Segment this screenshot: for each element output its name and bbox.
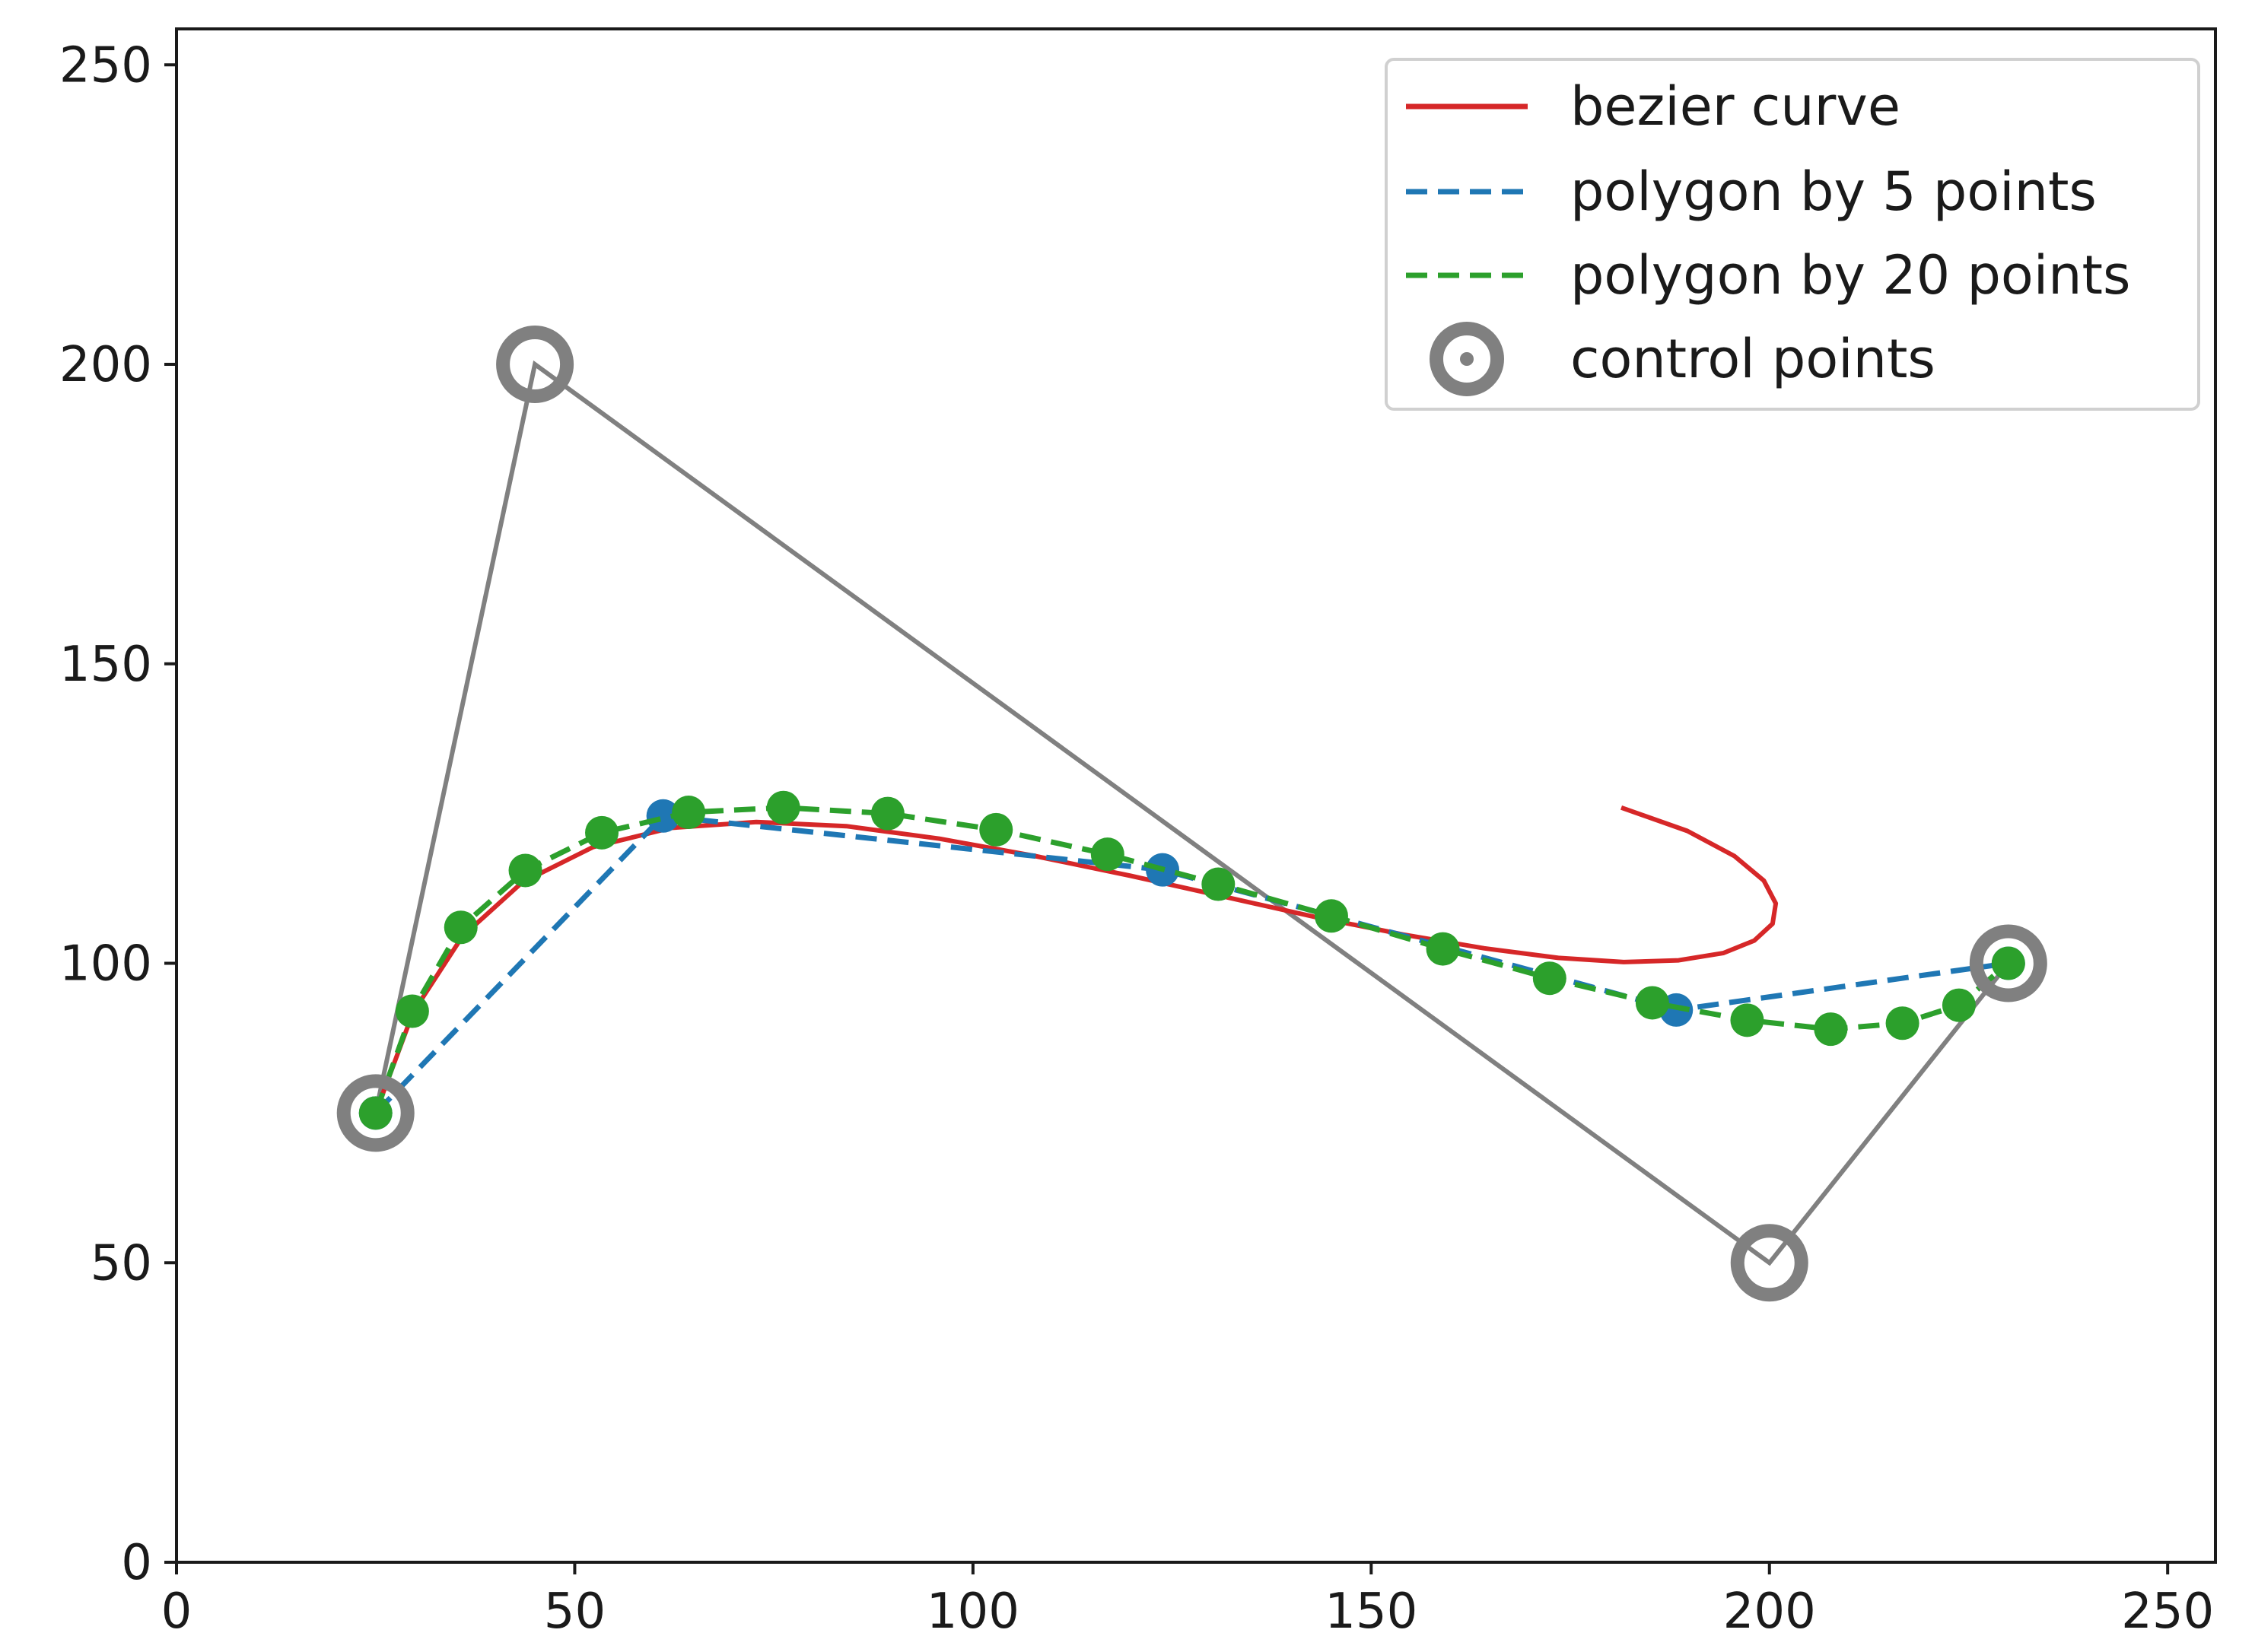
polygon-20-point: [585, 815, 619, 850]
polygon-20-point: [1942, 988, 1976, 1022]
polygon-20-point: [766, 790, 800, 824]
polygon-20-point: [1090, 837, 1124, 872]
y-tick-label: 250: [59, 37, 152, 94]
polygon-20-point: [1201, 867, 1236, 901]
legend-handle-control-points: [1430, 322, 1504, 396]
y-tick-label: 0: [121, 1535, 152, 1591]
y-tick-label: 200: [59, 337, 152, 393]
polygon-20-point: [508, 853, 542, 888]
legend: bezier curve polygon by 5 points polygon b…: [1385, 58, 2200, 411]
control-polygon-line: [373, 360, 2011, 1266]
legend-label: bezier curve: [1570, 75, 1900, 138]
legend-handle-control-dot: [1460, 352, 1474, 366]
y-tick-label: 50: [91, 1235, 152, 1291]
polygon-20-point: [979, 812, 1013, 847]
x-tick-label: 150: [1325, 1584, 1417, 1640]
polygon-20-point: [870, 796, 905, 831]
polygon-20-point: [1991, 946, 2025, 980]
polygon-5-point: [646, 799, 680, 833]
polygon-20-point: [672, 796, 706, 830]
polygon-20-point: [1885, 1006, 1919, 1040]
legend-label: polygon by 5 points: [1570, 160, 2097, 223]
polygon-20-point: [1635, 986, 1669, 1020]
plot-area: [336, 326, 2047, 1302]
control-point-marker: [336, 1074, 415, 1152]
y-tick-label: 100: [59, 936, 152, 993]
bezier-curve-line: [373, 805, 1779, 1114]
legend-label: control points: [1570, 328, 1935, 390]
polygon-20-point: [1532, 961, 1566, 996]
polygon-20-point: [1814, 1012, 1848, 1047]
x-tick-label: 100: [927, 1584, 1019, 1640]
legend-label: polygon by 20 points: [1570, 244, 2130, 307]
polygon-20-point: [358, 1096, 393, 1130]
x-tick-label: 200: [1723, 1584, 1816, 1640]
control-point-marker: [496, 326, 574, 403]
polygon-20-point: [1426, 932, 1460, 966]
polygon-20-line: [373, 805, 2011, 1114]
x-tick-label: 0: [161, 1584, 192, 1640]
x-tick-label: 250: [2121, 1584, 2214, 1640]
legend-box: [1385, 58, 2200, 411]
x-tick-label: 50: [544, 1584, 606, 1640]
axes-frame: [175, 27, 2217, 1564]
control-point-marker: [1969, 924, 2047, 1002]
polygon-20-point: [444, 910, 478, 945]
polygon-20-point: [395, 994, 429, 1028]
polygon-5-line: [374, 813, 2009, 1115]
control-point-marker: [1730, 1224, 1808, 1302]
polygon-20-point: [1730, 1003, 1764, 1037]
polygon-20-point: [1314, 899, 1348, 933]
axes: 0 50 100 150 200 250 0 50 100 150 200 250: [59, 27, 2217, 1640]
y-tick-label: 150: [59, 637, 152, 693]
